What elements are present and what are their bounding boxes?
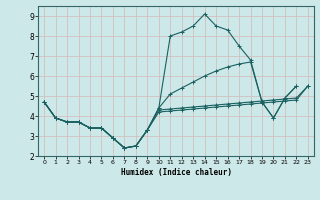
X-axis label: Humidex (Indice chaleur): Humidex (Indice chaleur): [121, 168, 231, 177]
